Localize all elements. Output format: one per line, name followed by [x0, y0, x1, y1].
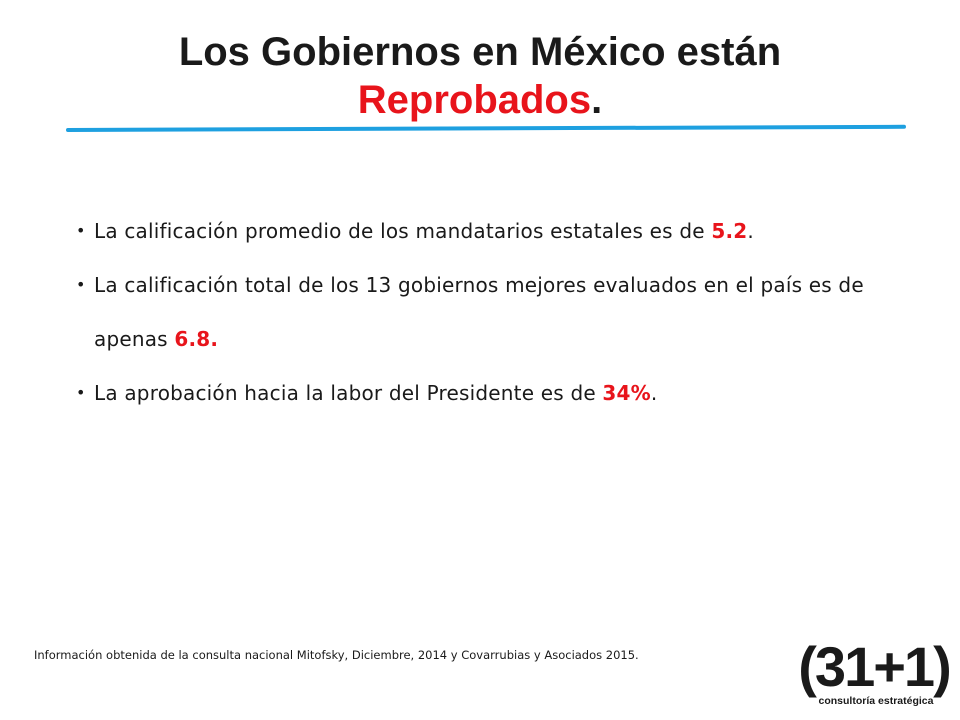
company-logo: (31+1) consultoría estratégica	[796, 632, 952, 712]
title-accent-word: Reprobados	[357, 78, 592, 122]
title-divider	[65, 124, 907, 132]
title-line-1: Los Gobiernos en México están	[178, 30, 782, 74]
bullet-suffix: .	[650, 381, 658, 405]
bullet-value: 5.2	[711, 219, 748, 243]
bullet-suffix: .	[210, 327, 219, 351]
bullet-item: • La calificación total de los 13 gobier…	[76, 258, 876, 366]
bullet-icon: •	[76, 275, 86, 294]
bullet-text: La calificación promedio de los mandatar…	[94, 219, 712, 243]
bullet-value: 6.8	[174, 327, 211, 351]
bullet-text: La calificación total de los 13 gobierno…	[94, 273, 864, 351]
title-period: .	[591, 78, 603, 122]
title-line-2: Reprobados.	[0, 76, 960, 124]
bullet-icon: •	[76, 221, 86, 240]
slide-title: Los Gobiernos en México están Reprobados…	[0, 28, 960, 124]
bullet-value: 34%	[602, 381, 651, 405]
bullet-item: • La calificación promedio de los mandat…	[76, 204, 876, 258]
bullet-suffix: .	[747, 219, 754, 243]
logo-sub-text: consultoría estratégica	[819, 695, 934, 707]
logo-main-text: (31+1)	[798, 635, 949, 698]
bullet-text: La aprobación hacia la labor del Preside…	[94, 381, 603, 405]
bullet-icon: •	[76, 383, 86, 402]
bullet-list: • La calificación promedio de los mandat…	[76, 204, 876, 420]
bullet-item: • La aprobación hacia la labor del Presi…	[76, 366, 876, 420]
source-note: Información obtenida de la consulta naci…	[34, 648, 639, 662]
